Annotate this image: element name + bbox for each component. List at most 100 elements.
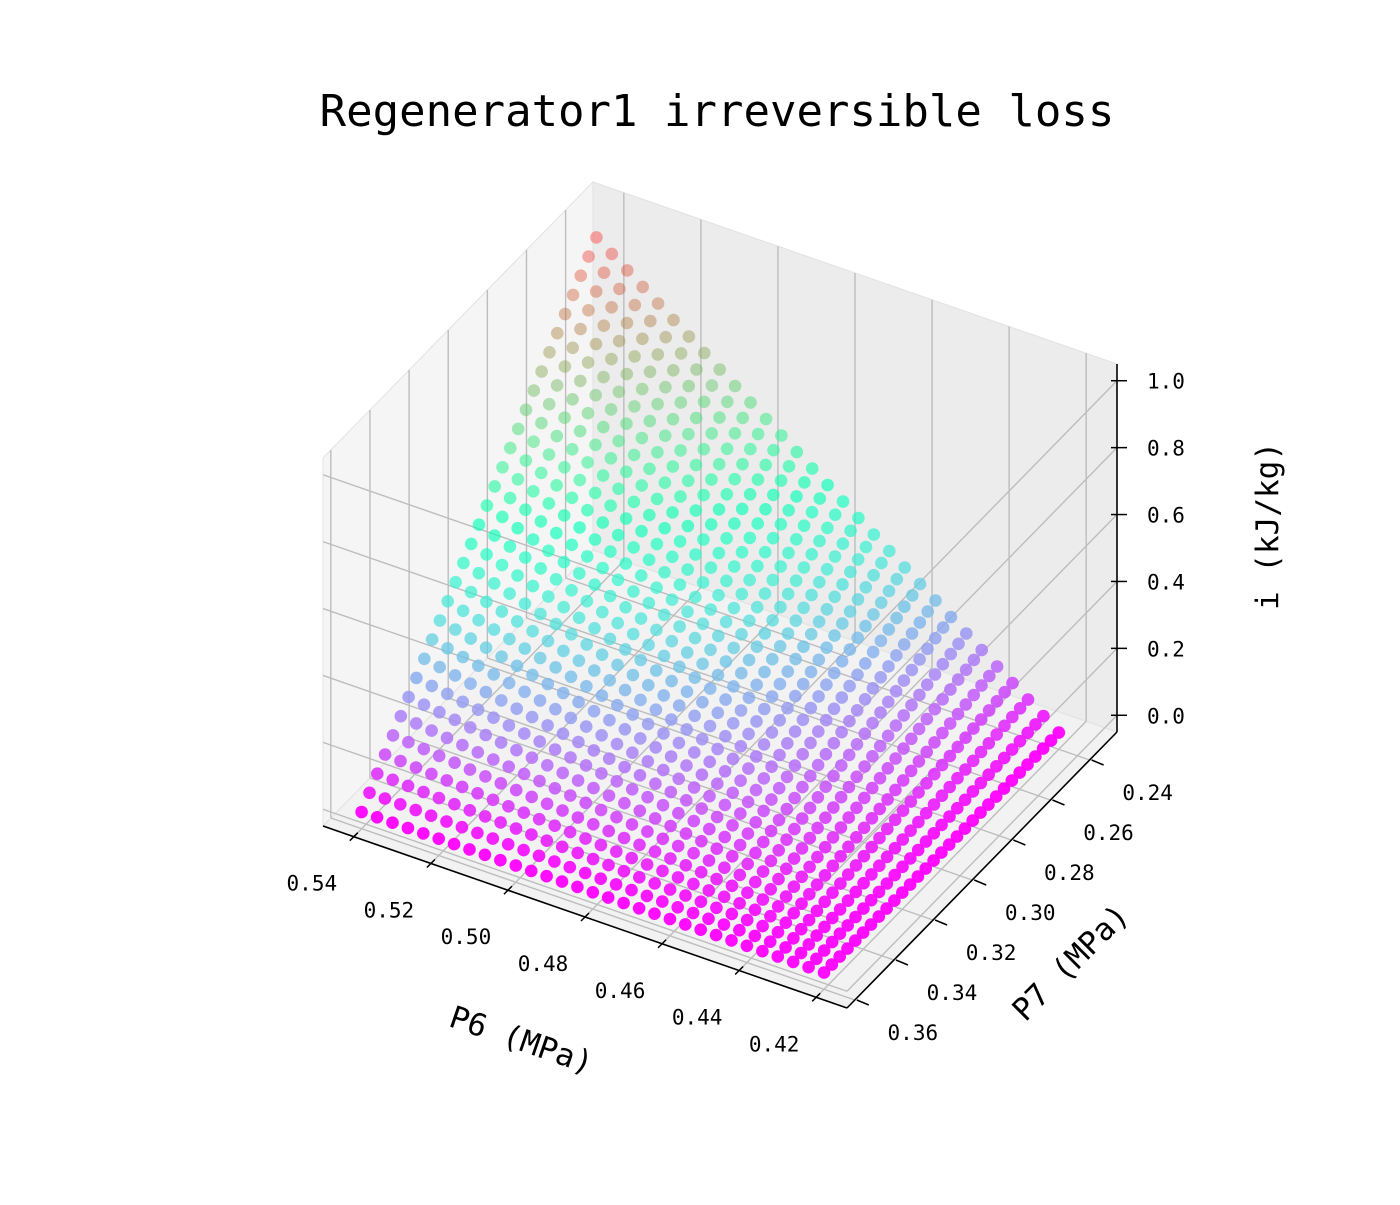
data-point xyxy=(795,842,809,855)
data-point xyxy=(449,623,462,636)
data-point xyxy=(501,838,515,851)
data-point xyxy=(610,775,624,788)
data-point xyxy=(635,524,648,538)
data-point xyxy=(573,473,587,487)
data-point xyxy=(628,298,642,312)
data-point xyxy=(712,503,726,516)
data-point xyxy=(796,780,809,794)
data-point xyxy=(548,743,562,756)
data-point xyxy=(643,508,656,522)
data-point xyxy=(409,717,423,730)
data-point xyxy=(951,801,964,815)
data-point xyxy=(664,785,678,799)
data-point xyxy=(836,537,850,550)
data-point xyxy=(694,865,708,879)
y-tick-label: 0.32 xyxy=(966,941,1017,965)
data-point xyxy=(681,563,694,576)
data-point xyxy=(998,719,1011,733)
data-point xyxy=(725,934,738,947)
data-point xyxy=(880,877,894,890)
data-point xyxy=(479,685,493,699)
data-point xyxy=(671,871,685,884)
data-point xyxy=(425,633,439,646)
data-point xyxy=(440,731,454,745)
data-point xyxy=(751,473,765,486)
data-point xyxy=(882,695,895,709)
data-point xyxy=(565,628,578,641)
data-point xyxy=(565,443,579,456)
data-point xyxy=(635,431,649,445)
data-point xyxy=(767,443,780,457)
data-point xyxy=(727,641,740,655)
data-point xyxy=(650,623,663,637)
data-point xyxy=(555,840,569,854)
data-point xyxy=(873,771,887,785)
data-point xyxy=(843,714,856,728)
data-point xyxy=(1029,750,1042,763)
data-point xyxy=(851,668,864,682)
data-point xyxy=(888,894,901,907)
data-point xyxy=(625,851,638,865)
data-point xyxy=(711,742,724,756)
data-point xyxy=(688,631,702,645)
data-point xyxy=(620,417,633,431)
data-point xyxy=(572,611,586,625)
data-point xyxy=(805,462,819,475)
data-point xyxy=(733,868,747,882)
data-point xyxy=(734,774,747,787)
data-point xyxy=(952,637,965,651)
data-point xyxy=(758,587,772,600)
data-point xyxy=(665,593,679,606)
data-point xyxy=(697,395,711,409)
data-point xyxy=(671,901,684,914)
data-point xyxy=(858,760,871,773)
data-point xyxy=(672,736,686,750)
data-point xyxy=(604,545,617,558)
data-point xyxy=(550,479,563,492)
data-point xyxy=(904,795,918,808)
data-point xyxy=(796,747,809,761)
data-point xyxy=(789,614,803,627)
data-point xyxy=(611,616,624,630)
data-point xyxy=(774,518,788,531)
data-point xyxy=(788,725,802,738)
data-point xyxy=(425,724,438,737)
data-point xyxy=(866,750,879,763)
data-point xyxy=(588,622,601,635)
data-point xyxy=(694,923,707,936)
data-point xyxy=(790,490,803,503)
data-point xyxy=(790,533,803,546)
data-point xyxy=(944,647,957,661)
data-point xyxy=(733,923,746,937)
data-point xyxy=(401,779,415,793)
data-point xyxy=(787,932,800,945)
x-gridline-floor xyxy=(661,667,933,945)
data-point xyxy=(913,688,926,702)
data-point xyxy=(532,849,546,863)
data-point xyxy=(748,903,762,917)
z-tick-label: 0.8 xyxy=(1147,437,1185,461)
data-point xyxy=(540,834,554,847)
data-point xyxy=(950,830,964,843)
data-point xyxy=(888,868,901,882)
data-point xyxy=(417,785,430,799)
data-point xyxy=(596,469,610,482)
data-point xyxy=(464,585,478,599)
data-point xyxy=(929,594,942,607)
data-point xyxy=(1006,710,1019,724)
data-point xyxy=(589,337,603,351)
data-point xyxy=(540,797,554,811)
data-point xyxy=(533,694,547,707)
data-point xyxy=(632,902,646,915)
data-point xyxy=(750,640,764,653)
data-point xyxy=(749,783,763,797)
data-point xyxy=(519,503,532,516)
data-point xyxy=(682,427,695,441)
data-point xyxy=(718,861,731,874)
data-point xyxy=(810,878,824,891)
z-gridline-left-wall xyxy=(322,474,848,658)
data-point xyxy=(619,512,633,525)
z-tick-label: 0.6 xyxy=(1147,504,1185,528)
data-point xyxy=(920,712,934,726)
data-point xyxy=(494,736,508,749)
